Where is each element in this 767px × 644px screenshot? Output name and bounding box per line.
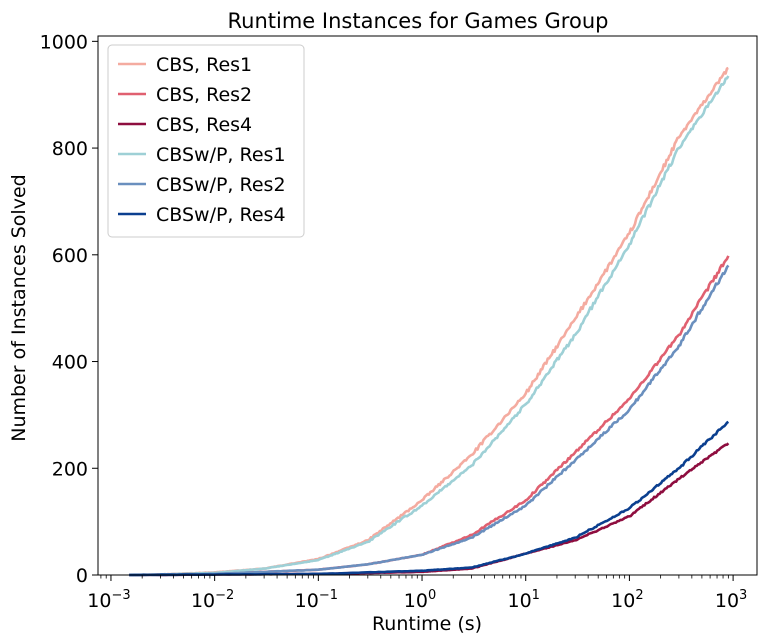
legend-label: CBS, Res2 [156, 84, 252, 106]
x-tick-label: 102 [611, 588, 643, 612]
series-line [129, 255, 730, 577]
legend-label: CBSw/P, Res2 [156, 174, 286, 196]
x-tick-label: 103 [715, 588, 747, 612]
x-tick-label: 10−2 [191, 588, 234, 612]
legend-label: CBS, Res1 [156, 54, 252, 76]
y-tick-label: 1000 [40, 31, 88, 53]
y-axis-title: Number of Instances Solved [8, 174, 30, 441]
plot-area [128, 66, 730, 577]
plot-frame [97, 35, 758, 576]
axes: 10−3 10−2 10−1 100 101 102 103 0 200 400 600 800 100… [40, 31, 758, 612]
y-tick-label: 0 [76, 565, 88, 587]
x-axis-title: Runtime (s) [372, 613, 482, 635]
y-tick-label: 400 [52, 352, 88, 374]
y-tick-label: 200 [52, 458, 88, 480]
legend-label: CBS, Res4 [156, 114, 252, 136]
legend: CBS, Res1 CBS, Res2 CBS, Res4 CBSw/P, Res1 C… [107, 44, 305, 238]
series-line [129, 442, 730, 577]
y-tick-label: 800 [52, 138, 88, 160]
x-tick-label: 10−1 [295, 588, 338, 612]
series-line [129, 420, 730, 577]
x-tick-label: 10−3 [87, 588, 130, 612]
x-tick-label: 101 [507, 588, 539, 612]
y-tick-label: 600 [52, 245, 88, 267]
legend-label: CBSw/P, Res1 [156, 144, 286, 166]
x-tick-label: 100 [404, 588, 436, 612]
legend-label: CBSw/P, Res4 [156, 204, 286, 226]
chart-title: Runtime Instances for Games Group [228, 9, 609, 33]
legend-box [107, 44, 305, 238]
series-line [129, 264, 730, 577]
